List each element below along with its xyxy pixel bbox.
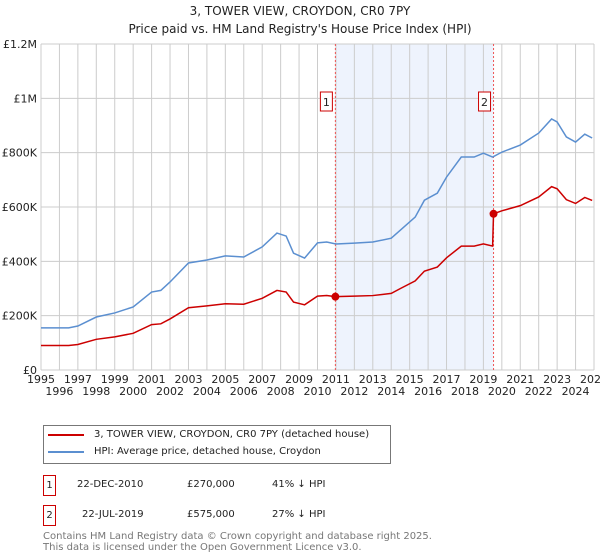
sale-point: [489, 209, 498, 218]
x-tick-label: 1996: [45, 385, 73, 398]
legend-hpi-swatch: [48, 450, 84, 453]
x-tick-label: 2023: [543, 373, 571, 386]
legend-property-label: 3, TOWER VIEW, CROYDON, CR0 7PY (detache…: [94, 429, 370, 440]
x-tick-label: 2000: [119, 385, 147, 398]
legend-hpi-label: HPI: Average price, detached house, Croy…: [94, 446, 321, 457]
chart-title: 3, TOWER VIEW, CROYDON, CR0 7PY: [189, 4, 411, 18]
x-tick-label: 2015: [396, 373, 424, 386]
transaction-price: £575,000: [187, 509, 235, 520]
y-tick-label: £1M: [14, 92, 38, 105]
sale-label: 2: [481, 96, 488, 109]
plot-area: 1995199619971998199920002001200220032004…: [2, 38, 600, 398]
transaction-marker: 1: [43, 475, 56, 496]
x-tick-label: 2021: [506, 373, 534, 386]
x-tick-label: 2010: [304, 385, 332, 398]
x-tick-label: 2003: [174, 373, 202, 386]
x-tick-label: 2009: [285, 373, 313, 386]
property-price-line: [41, 185, 593, 347]
legend-property-swatch: [48, 433, 84, 436]
sale-label-box: [478, 91, 492, 112]
y-tick-label: £1.2M: [3, 38, 37, 51]
y-tick-label: £400K: [2, 255, 38, 268]
x-tick-label: 2018: [451, 385, 479, 398]
x-tick-label: 1999: [101, 373, 129, 386]
x-tick-label: 2007: [248, 373, 276, 386]
sale-label-box: [319, 91, 333, 112]
hpi-line: [41, 118, 593, 329]
x-tick-label: 2002: [156, 385, 184, 398]
transaction-row: 2 22-JUL-2019 £575,000 27% ↓ HPI: [43, 505, 443, 526]
x-tick-label: 2013: [359, 373, 387, 386]
transaction-price: £270,000: [187, 479, 235, 490]
x-tick-label: 2012: [340, 385, 368, 398]
x-tick-label: 2016: [414, 385, 442, 398]
transaction-row: 1 22-DEC-2010 £270,000 41% ↓ HPI: [43, 475, 443, 496]
chart-subtitle: Price paid vs. HM Land Registry's House …: [128, 22, 472, 36]
x-tick-label: 2004: [193, 385, 221, 398]
x-tick-label: 1998: [82, 385, 110, 398]
y-tick-label: £200K: [2, 310, 38, 323]
footer-copyright: Contains HM Land Registry data © Crown c…: [43, 531, 432, 542]
x-tick-label: 2011: [322, 373, 350, 386]
x-tick-label: 2006: [230, 385, 258, 398]
x-tick-label: 2022: [525, 385, 553, 398]
x-tick-label: 2024: [562, 385, 590, 398]
transaction-date: 22-JUL-2019: [82, 509, 144, 520]
x-tick-label: 1997: [64, 373, 92, 386]
y-tick-label: £800K: [2, 147, 38, 160]
x-tick-label: 2005: [211, 373, 239, 386]
x-tick-label: 1995: [27, 373, 55, 386]
transaction-date: 22-DEC-2010: [77, 479, 144, 490]
x-tick-label: 2019: [469, 373, 497, 386]
transaction-marker: 2: [43, 505, 56, 526]
x-tick-label: 2008: [267, 385, 295, 398]
x-tick-label: 2001: [138, 373, 166, 386]
transaction-delta: 41% ↓ HPI: [272, 479, 326, 490]
x-tick-label: 2014: [377, 385, 405, 398]
y-tick-label: £600K: [2, 201, 38, 214]
sale-point: [331, 292, 340, 301]
x-tick-label: 2017: [433, 373, 461, 386]
y-tick-label: £0: [23, 364, 37, 377]
footer-licence: This data is licensed under the Open Gov…: [43, 542, 362, 553]
legend: 3, TOWER VIEW, CROYDON, CR0 7PY (detache…: [43, 425, 391, 464]
x-tick-label: 2025: [580, 373, 600, 386]
x-tick-label: 2020: [488, 385, 516, 398]
sale-label: 1: [323, 96, 330, 109]
transaction-delta: 27% ↓ HPI: [272, 509, 326, 520]
